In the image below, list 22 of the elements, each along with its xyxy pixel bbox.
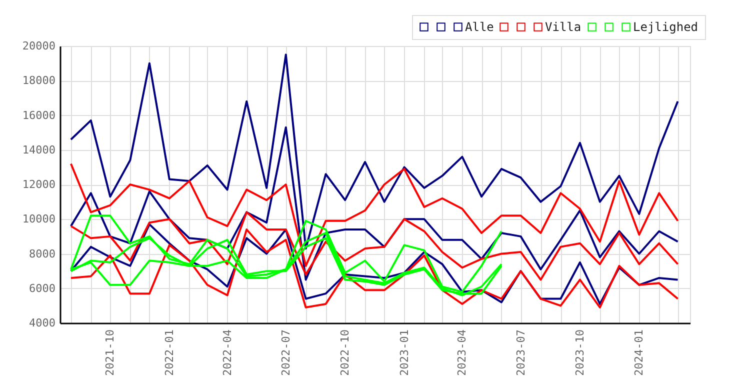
x-tick-label: 2022-04 bbox=[220, 329, 234, 376]
y-tick-label: 4000 bbox=[29, 316, 56, 330]
x-tick-label: 2022-10 bbox=[338, 330, 352, 376]
x-tick-label: 2023-07 bbox=[514, 330, 528, 376]
x-tick-label: 2022-01 bbox=[162, 330, 176, 376]
x-tick-label: 2023-10 bbox=[573, 330, 586, 376]
y-tick-label: 16000 bbox=[22, 108, 56, 122]
legend-label: Lejlighed bbox=[633, 20, 698, 34]
y-tick-label: 20000 bbox=[22, 40, 56, 52]
y-tick-label: 18000 bbox=[22, 74, 56, 88]
x-tick-label: 2021-10 bbox=[104, 330, 117, 376]
y-tick-label: 6000 bbox=[29, 282, 56, 295]
y-tick-label: 10000 bbox=[22, 212, 56, 226]
x-tick-label: 2023-01 bbox=[398, 330, 411, 376]
x-tick-label: 2022-07 bbox=[279, 330, 292, 376]
y-tick-label: 12000 bbox=[22, 178, 56, 191]
x-tick-label: 2023-04 bbox=[456, 329, 469, 376]
y-tick-label: 14000 bbox=[22, 143, 56, 156]
legend-label: Villa bbox=[545, 20, 582, 34]
x-tick-label: 2024-01 bbox=[632, 330, 646, 376]
legend-label: Alle bbox=[465, 20, 494, 34]
y-tick-label: 8000 bbox=[29, 247, 56, 260]
